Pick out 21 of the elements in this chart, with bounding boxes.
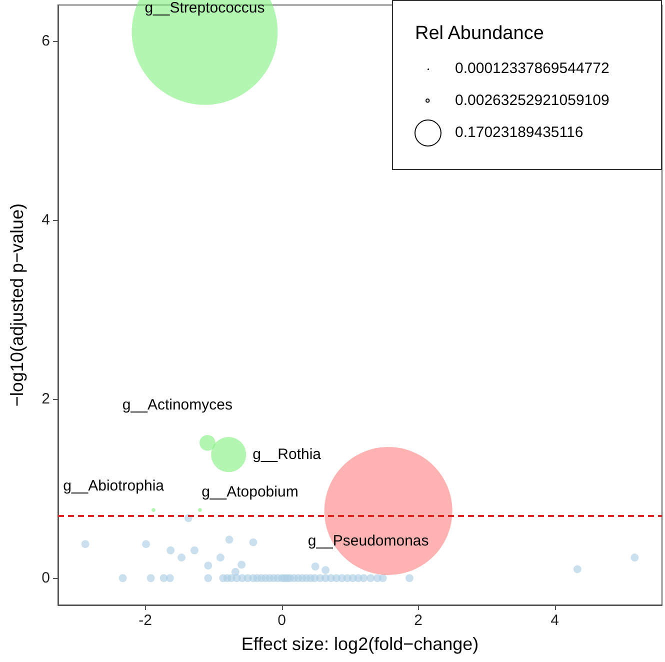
x-tick-label: 4 [550, 612, 560, 629]
legend-label: 0.00012337869544772 [455, 60, 610, 78]
y-tick-label: 4 [42, 211, 50, 228]
x-axis-title: Effect size: log2(fold−change) [241, 634, 479, 654]
annotation: g__Atopobium [202, 484, 298, 501]
y-tick-label: 0 [42, 570, 50, 587]
y-tick-label: 2 [42, 390, 50, 408]
annotation: g__Actinomyces [122, 396, 232, 414]
x-tick-label: 2 [414, 612, 423, 629]
annotation: g__Pseudomonas [308, 532, 429, 550]
annotation: g__Streptococcus [144, 0, 265, 16]
legend-title: Rel Abundance [415, 23, 544, 45]
y-axis-title: −log10(adjusted p−value) [7, 203, 27, 407]
x-tick-label: 0 [278, 612, 286, 629]
annotation: g__Abiotrophia [63, 478, 165, 495]
legend-label: 0.00263252921059109 [455, 92, 610, 110]
y-tick-label: 6 [42, 32, 50, 50]
annotation: g__Rothia [252, 446, 322, 464]
legend-label: 0.17023189435116 [455, 124, 584, 142]
x-tick-label: -2 [138, 612, 152, 629]
size-legend: Rel Abundance 0.00012337869544772 0.00263252921059109 0.17023189435116 [392, 0, 662, 170]
